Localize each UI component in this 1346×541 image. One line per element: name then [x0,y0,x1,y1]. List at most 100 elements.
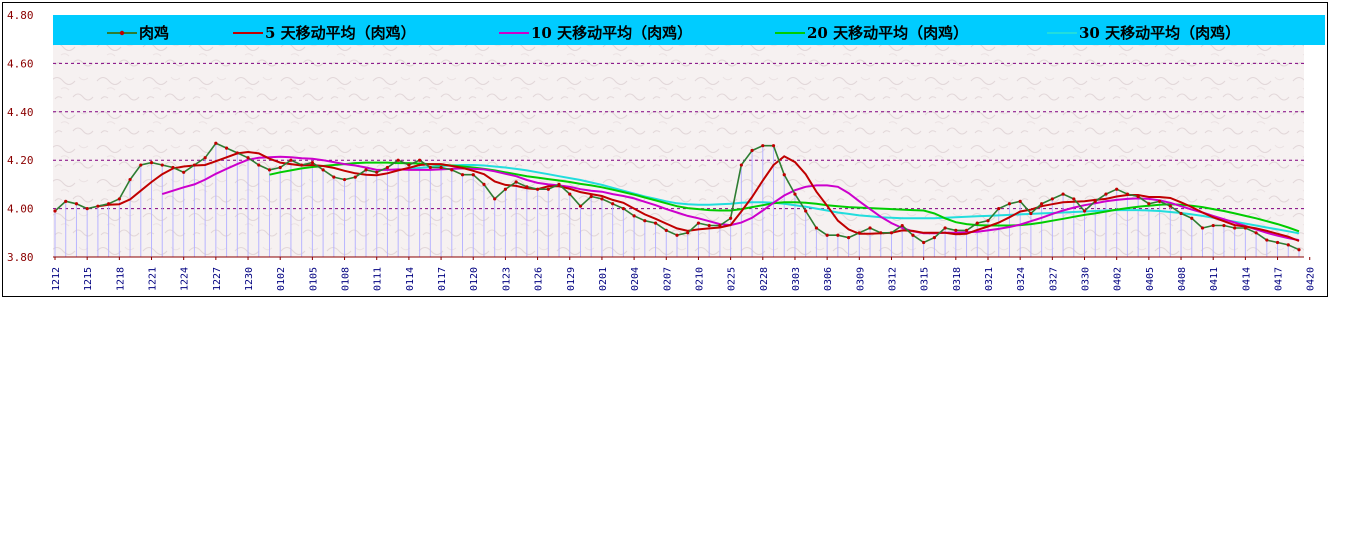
data-point [739,163,743,167]
data-point [1254,231,1258,235]
data-point [568,192,572,196]
x-tick-label: 0201 [598,267,609,291]
x-tick-label: 0117 [437,267,448,291]
x-tick-label: 0210 [694,267,705,291]
data-point [246,156,250,160]
data-point [997,207,1001,211]
drop-lines [54,143,1300,257]
data-point [814,226,819,230]
data-point [1125,192,1130,196]
x-tick-label: 0111 [373,267,384,291]
data-point [643,219,647,223]
y-tick-label: 4.00 [7,203,34,216]
data-point [1136,194,1140,199]
data-point [428,165,432,170]
data-point [160,163,164,167]
data-point [514,180,518,184]
x-tick-label: 0303 [791,267,802,291]
data-point [750,148,754,153]
x-tick-label: 0105 [308,267,319,291]
data-point [1265,238,1269,242]
x-tick-label: 0114 [405,267,416,291]
data-point [214,141,218,145]
x-tick-label: 0318 [952,267,963,291]
data-point [911,233,915,237]
x-tick-label: 0321 [984,267,995,291]
data-point [235,151,239,155]
x-tick-label: 0126 [534,267,545,291]
data-point [771,144,776,148]
data-point [1104,192,1108,196]
data-point [1233,226,1237,230]
data-point [932,236,936,240]
x-tick-label: 0312 [887,267,898,291]
legend-marker [119,30,125,36]
data-point [846,236,851,240]
x-tick-label: 0207 [662,267,673,291]
y-axis: 4.80 4.60 4.40 4.20 4.00 3.80 [7,9,34,264]
data-point [943,226,947,230]
data-point [460,173,465,177]
data-point [1050,197,1054,201]
x-tick-label: 0402 [1113,267,1124,291]
data-point [525,185,529,189]
x-axis: 1212 1215 1218 1221 1224 1227 1230 0102 0105 0108… [51,257,1317,291]
series-line-4 [398,164,1300,235]
data-point [546,187,550,191]
y-tick-label: 3.80 [7,251,34,264]
data-point [278,165,282,170]
data-point [74,202,79,206]
x-tick-label: 0306 [823,267,834,291]
data-point [503,187,508,191]
data-point [117,197,121,201]
data-point [418,158,422,162]
data-point [450,168,454,172]
data-point [1007,202,1012,206]
data-point [203,156,207,160]
x-tick-label: 0411 [1209,267,1220,291]
data-point [182,170,186,174]
data-point [707,223,711,228]
x-tick-label: 0204 [630,267,641,291]
data-point [364,168,368,172]
grid-lines [53,62,1304,210]
data-point [1275,240,1280,245]
data-point [139,163,143,167]
data-point [868,226,872,230]
legend-label: 20 天移动平均（肉鸡） [807,24,968,42]
series-markers [53,141,1301,252]
data-point [85,207,89,211]
data-point [321,168,325,172]
x-tick-label: 1224 [180,267,191,291]
legend: 肉鸡 5 天移动平均（肉鸡） 10 天移动平均（肉鸡） 20 天移动平均（肉鸡） 30 … [107,24,1240,42]
x-tick-label: 0315 [920,267,931,291]
x-tick-label: 0408 [1177,267,1188,291]
data-point [1168,204,1172,208]
data-point [611,202,615,206]
data-point [1179,211,1183,216]
data-point [718,223,722,228]
data-point [439,165,443,170]
data-point [1157,199,1162,203]
data-point [986,219,990,223]
data-point [664,228,668,232]
data-point [535,187,540,191]
data-point [793,192,797,196]
data-point [1190,216,1194,220]
data-point [964,228,969,232]
legend-label: 10 天移动平均（肉鸡） [531,24,692,42]
data-point [1082,209,1087,213]
x-tick-label: 0417 [1274,267,1285,291]
y-tick-label: 4.80 [7,9,34,22]
x-tick-label: 0405 [1145,267,1156,291]
data-point [332,175,336,179]
legend-label: 肉鸡 [139,24,169,42]
data-point [954,228,958,232]
x-tick-label: 0324 [1016,267,1027,291]
data-point [782,173,786,177]
data-point [1243,226,1247,230]
y-tick-label: 4.20 [7,154,34,167]
data-point [686,231,690,235]
data-point [557,182,561,186]
legend-label: 30 天移动平均（肉鸡） [1079,24,1240,42]
